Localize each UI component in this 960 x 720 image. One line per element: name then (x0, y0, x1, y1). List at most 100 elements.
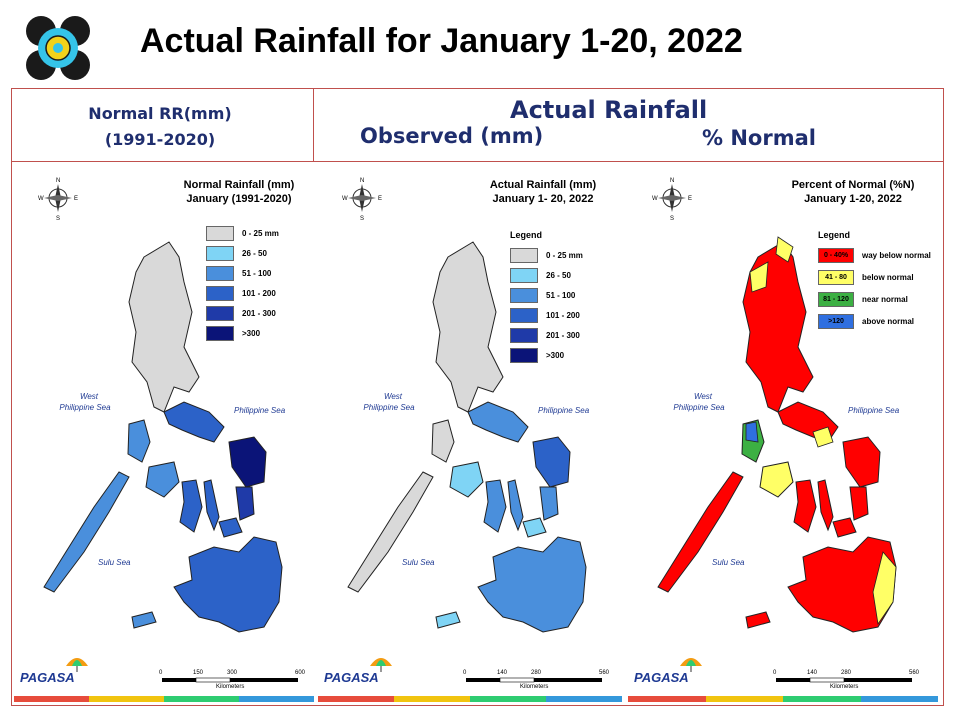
scale-bar (162, 677, 298, 683)
island-negros (179, 479, 203, 533)
island-panay (449, 461, 484, 498)
scale-label: 600 (295, 670, 306, 676)
brand-stripe (164, 696, 239, 702)
legend-label: 51 - 100 (242, 269, 272, 278)
header-normal-line1: Normal RR(mm) (88, 104, 232, 123)
sea-label-sulu: Sulu Sea (98, 558, 131, 567)
header-divider-left (313, 88, 314, 162)
legend-item: 26 - 50 (510, 268, 571, 283)
island-sulu (435, 611, 461, 629)
legend-swatch (206, 226, 234, 241)
island-mindanao (173, 536, 283, 633)
legend-label: below normal (862, 273, 914, 282)
island-bohol (522, 517, 547, 538)
svg-text:S: S (56, 216, 60, 222)
map-panel-1: N S W E Normal Rainfall (mm) January (1991-20… (14, 162, 314, 702)
map-title-line1: Percent of Normal (%N) (791, 179, 915, 191)
svg-text:S: S (670, 216, 674, 222)
umbrella-icon (370, 658, 392, 672)
island-leyte (849, 486, 869, 521)
legend-label: 26 - 50 (242, 249, 267, 258)
legend-item: 101 - 200 (206, 286, 276, 301)
scale-label: 140 (497, 670, 508, 676)
philippines-map: N S W E (652, 178, 912, 683)
sea-label-philippine: Philippine Sea (538, 406, 590, 415)
header-observed: Observed (mm) (360, 124, 544, 148)
map-title-line2: January 1- 20, 2022 (492, 193, 594, 205)
legend-item: >120 above normal (818, 314, 914, 329)
island-bicol (467, 401, 529, 443)
island-palawan (43, 471, 130, 593)
svg-text:S: S (360, 216, 364, 222)
island-luzon (742, 241, 814, 413)
scale-unit: Kilometers (830, 684, 859, 690)
legend-swatch (510, 348, 538, 363)
sea-label-west-philippine: Philippine Sea (363, 403, 415, 412)
legend-item: 51 - 100 (510, 288, 575, 303)
island-bicol (163, 401, 225, 443)
legend-item: >300 (206, 326, 260, 341)
island-mindanao (787, 536, 897, 633)
legend-label: way below normal (862, 251, 931, 260)
legend-label: above normal (862, 317, 915, 326)
sea-label-philippine: Philippine Sea (848, 406, 900, 415)
legend-label: 0 - 25 mm (546, 251, 583, 260)
map-title-line2: January (1991-2020) (186, 193, 292, 205)
scale-label: 560 (909, 670, 920, 676)
philippines-map: N S W E (342, 178, 602, 683)
legend-label: 201 - 300 (546, 331, 580, 340)
legend-swatch (510, 268, 538, 283)
map-title-line2: January 1-20, 2022 (804, 193, 902, 205)
sea-label-west: West (383, 392, 403, 401)
sea-label-sulu: Sulu Sea (402, 558, 435, 567)
header-actual-rainfall: Actual Rainfall (510, 96, 708, 124)
brand-stripe (470, 696, 546, 702)
island-panay (145, 461, 180, 498)
umbrella-icon (680, 658, 702, 672)
legend-label: 51 - 100 (546, 291, 576, 300)
legend-label: 101 - 200 (242, 289, 276, 298)
island-panay (759, 461, 794, 498)
svg-text:N: N (360, 178, 364, 184)
region-cagayan-north (775, 236, 794, 263)
island-negros (793, 479, 817, 533)
island-bohol (218, 517, 243, 538)
scale-label: 280 (531, 670, 542, 676)
island-leyte (539, 486, 559, 521)
slide-title: Actual Rainfall for January 1-20, 2022 (140, 22, 743, 60)
legend-swatch (206, 286, 234, 301)
philippines-map: N S W E (38, 178, 298, 683)
svg-text:N: N (56, 178, 60, 184)
sea-label-west: West (693, 392, 713, 401)
legend-swatch: >120 (818, 314, 854, 329)
legend-item: 101 - 200 (510, 308, 580, 323)
brand-stripe (89, 696, 164, 702)
legend-title: Legend (510, 230, 543, 240)
sea-label-west-philippine: Philippine Sea (59, 403, 111, 412)
legend-swatch (206, 306, 234, 321)
svg-text:W: W (342, 196, 348, 202)
scale-label: 0 (159, 670, 163, 676)
legend-item: 0 - 40% way below normal (818, 248, 931, 263)
map-title-line1: Actual Rainfall (mm) (489, 179, 597, 191)
island-mindanao (477, 536, 587, 633)
header-normal-line2: (1991-2020) (104, 130, 216, 149)
pagasa-logo (24, 14, 92, 82)
header-percent-normal: % Normal (702, 126, 816, 150)
sea-label-west-philippine: Philippine Sea (673, 403, 725, 412)
legend-swatch (206, 246, 234, 261)
scale-unit: Kilometers (520, 684, 549, 690)
island-mindoro (127, 419, 151, 463)
scale-label: 140 (807, 670, 818, 676)
scale-label: 0 (773, 670, 777, 676)
brand-stripe (14, 696, 89, 702)
brand-stripe (546, 696, 622, 702)
scale-label: 560 (599, 670, 610, 676)
island-leyte (235, 486, 255, 521)
region-bicol-south (812, 426, 834, 448)
island-cebu (203, 479, 220, 532)
legend-label: >300 (242, 329, 261, 338)
brand-stripe (783, 696, 861, 702)
sea-label-philippine: Philippine Sea (234, 406, 286, 415)
island-negros (483, 479, 507, 533)
